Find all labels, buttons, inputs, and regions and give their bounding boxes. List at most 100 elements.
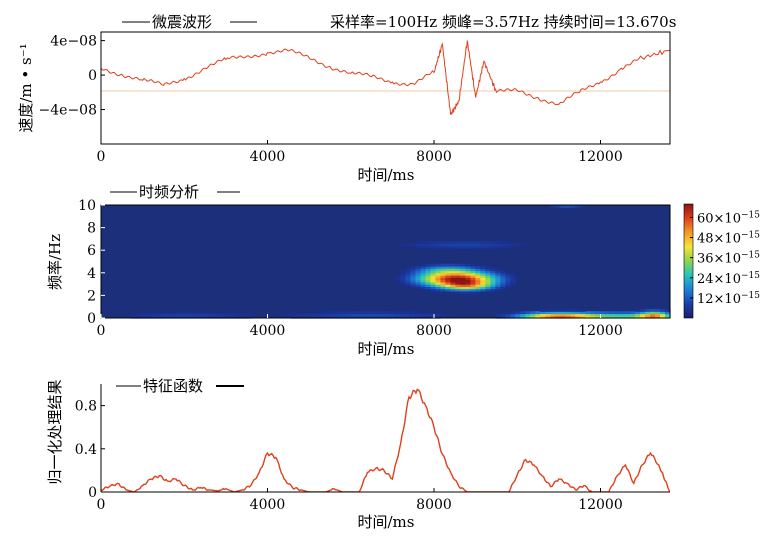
tf-cell: [310, 313, 317, 317]
tf-cell: [445, 313, 451, 317]
cf-xtick-label: 8000: [416, 497, 452, 513]
tf-cell: [650, 311, 656, 315]
tf-cell: [510, 313, 516, 317]
tf-cell: [465, 281, 471, 285]
tf-cell: [450, 288, 456, 292]
tf-cell: [405, 272, 412, 276]
tf-axes-frame: [100, 204, 671, 319]
waveform-xtick-label: 8000: [416, 149, 452, 165]
tf-cell: [450, 279, 456, 283]
tf-cell: [630, 313, 636, 317]
tf-cell: [340, 315, 347, 319]
tf-cell: [365, 315, 372, 319]
tf-cell: [490, 243, 496, 247]
tf-cell: [165, 315, 172, 319]
tf-cell: [430, 281, 437, 285]
tf-cell: [470, 272, 476, 276]
tf-cell: [225, 315, 232, 319]
tf-cell: [475, 290, 481, 294]
tf-cell: [455, 286, 461, 290]
tf-cell: [500, 281, 506, 285]
tf-cell: [495, 241, 501, 245]
tf-cell: [470, 281, 476, 285]
tf-cell: [410, 270, 417, 274]
tf-cell: [410, 277, 417, 281]
tf-cell: [510, 243, 516, 247]
waveform-axes-frame: [100, 31, 671, 145]
tf-background: [101, 205, 670, 318]
tf-cell: [410, 243, 417, 247]
tf-cell: [635, 308, 641, 312]
tf-cell: [375, 311, 382, 315]
tf-cell: [315, 315, 322, 319]
tf-cell: [460, 290, 466, 294]
tf-cell: [435, 315, 441, 319]
tf-cell: [455, 263, 461, 267]
tf-cell: [495, 272, 501, 276]
tf-cell: [465, 286, 471, 290]
tf-cell: [530, 311, 536, 315]
tf-cell: [420, 270, 427, 274]
tf-cell: [405, 279, 412, 283]
cf-xtick-label: 12000: [578, 497, 623, 513]
tf-cell: [455, 290, 461, 294]
tf-cell: [425, 266, 432, 269]
tf-cell: [515, 311, 521, 315]
tf-cell: [595, 315, 601, 319]
tf-cell: [310, 315, 317, 319]
tf-cell: [530, 315, 536, 319]
tf-cell: [175, 315, 182, 319]
tf-cell: [480, 275, 486, 278]
tf-cell: [485, 275, 491, 278]
tf-cell: [430, 266, 437, 269]
tf-cell: [415, 281, 422, 285]
tf-cell: [145, 315, 152, 319]
tf-cell: [320, 315, 327, 319]
tf-cell: [570, 308, 576, 312]
tf-cell: [590, 313, 596, 317]
tf-cell: [430, 277, 437, 281]
tf-cell: [610, 311, 616, 315]
tf-cell: [360, 313, 367, 317]
tf-cell: [155, 313, 162, 317]
tf-cell: [450, 243, 456, 247]
tf-cell: [345, 311, 352, 315]
tf-cell: [450, 268, 456, 272]
tf-cell: [415, 272, 422, 276]
tf-cell: [435, 288, 441, 292]
tf-cell: [430, 286, 437, 290]
tf-cell: [430, 243, 437, 247]
tf-cell: [560, 308, 566, 312]
tf-cell: [455, 275, 461, 278]
tf-cell: [130, 313, 137, 317]
tf-cell: [450, 241, 456, 245]
tf-cell: [425, 243, 432, 247]
tf-cell: [595, 313, 601, 317]
tf-cell: [425, 268, 432, 272]
tf-cell: [465, 263, 471, 267]
tf-cell: [295, 313, 302, 317]
tf-xtick-label: 0: [97, 323, 106, 339]
tf-cell: [505, 284, 511, 287]
tf-cell: [450, 266, 456, 269]
tf-cell: [445, 281, 451, 285]
tf-cell: [465, 266, 471, 269]
tf-cell: [435, 277, 441, 281]
tf-cell: [485, 243, 491, 247]
tf-cell: [480, 272, 486, 276]
tf-cell: [410, 272, 417, 276]
tf-cell: [470, 288, 476, 292]
tf-cell: [480, 288, 486, 292]
tf-cell: [400, 270, 407, 274]
tf-cell: [430, 279, 437, 283]
tf-cell: [485, 288, 491, 292]
tf-cell: [410, 315, 417, 319]
cf-ylabel: 归一化处理结果: [46, 379, 64, 484]
tf-cell: [600, 311, 606, 315]
colorbar: [683, 203, 694, 319]
tf-cell: [480, 241, 486, 245]
tf-cell: [420, 286, 427, 290]
tf-cell: [500, 279, 506, 283]
tf-cell: [415, 270, 422, 274]
